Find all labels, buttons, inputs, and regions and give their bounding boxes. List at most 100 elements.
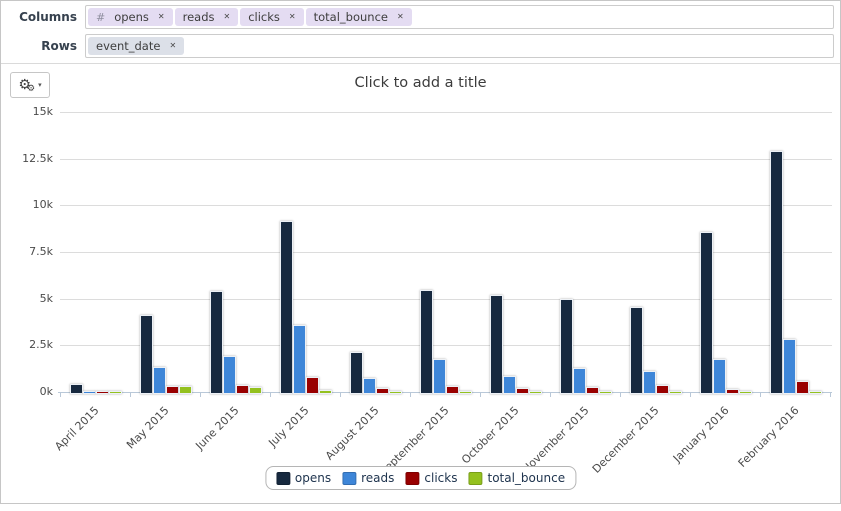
bar-clicks-august-2015[interactable] — [376, 388, 389, 394]
bar-opens-april-2015[interactable] — [70, 384, 83, 394]
bar-total_bounce-february-2016[interactable] — [809, 391, 822, 394]
y-tick-label: 15k — [32, 105, 53, 118]
row-pill-event_date[interactable]: event_date ✕ — [88, 37, 185, 55]
columns-field-label: Columns — [19, 10, 77, 24]
bar-clicks-november-2015[interactable] — [586, 387, 599, 394]
chart-settings-button[interactable]: ⚙ ⚙ ▾ — [10, 72, 50, 98]
bar-total_bounce-april-2015[interactable] — [109, 391, 122, 394]
column-pill-reads[interactable]: reads ✕ — [174, 8, 239, 26]
bar-clicks-january-2016[interactable] — [726, 389, 739, 394]
pill-label: total_bounce — [313, 10, 388, 24]
y-tick-label: 2.5k — [29, 338, 53, 352]
bar-opens-july-2015[interactable] — [280, 221, 293, 394]
bar-clicks-april-2015[interactable] — [96, 391, 109, 394]
y-gridline — [60, 345, 832, 347]
bar-clicks-may-2015[interactable] — [166, 386, 179, 394]
x-axis-tick — [410, 393, 411, 397]
bar-opens-september-2015[interactable] — [420, 290, 433, 394]
y-tick-label: 0k — [39, 385, 53, 398]
remove-pill-icon[interactable]: ✕ — [223, 12, 231, 21]
bar-clicks-june-2015[interactable] — [236, 385, 249, 394]
bar-reads-september-2015[interactable] — [433, 359, 446, 394]
chevron-down-icon: ▾ — [38, 81, 42, 89]
pill-label: reads — [182, 10, 215, 24]
legend-label: opens — [294, 471, 332, 485]
legend-item-reads[interactable]: reads — [342, 471, 394, 485]
remove-pill-icon[interactable]: ✕ — [169, 41, 177, 50]
bar-opens-october-2015[interactable] — [490, 295, 503, 394]
columns-drop-zone[interactable]: # opens ✕ reads ✕ clicks ✕ total_bounce ✕ — [85, 5, 834, 29]
y-tick-label: 7.5k — [29, 245, 53, 258]
legend-swatch — [468, 471, 483, 485]
remove-pill-icon[interactable]: ✕ — [288, 12, 296, 21]
y-gridline — [60, 298, 832, 300]
gear-icon: ⚙ — [18, 77, 31, 93]
legend-swatch — [342, 471, 357, 485]
bar-reads-july-2015[interactable] — [293, 325, 306, 394]
x-axis-tick — [130, 393, 131, 397]
legend-swatch — [405, 471, 420, 485]
bar-clicks-october-2015[interactable] — [516, 388, 529, 394]
remove-pill-icon[interactable]: ✕ — [157, 12, 165, 21]
chart-title-placeholder[interactable]: Click to add a title — [354, 75, 487, 91]
bar-total_bounce-december-2015[interactable] — [669, 391, 682, 394]
bar-opens-august-2015[interactable] — [350, 352, 363, 394]
y-tick-label: 5k — [39, 291, 53, 305]
column-pill-total_bounce[interactable]: total_bounce ✕ — [305, 8, 412, 26]
bar-total_bounce-january-2016[interactable] — [739, 391, 752, 394]
bar-total_bounce-october-2015[interactable] — [529, 391, 542, 394]
bar-reads-february-2016[interactable] — [783, 339, 796, 394]
bar-reads-april-2015[interactable] — [83, 391, 96, 394]
x-axis-tick — [760, 393, 761, 397]
bar-opens-february-2016[interactable] — [770, 151, 783, 394]
legend-swatch — [275, 471, 290, 485]
small-gear-icon: ⚙ — [26, 84, 36, 94]
bar-total_bounce-may-2015[interactable] — [179, 386, 192, 394]
bar-reads-june-2015[interactable] — [223, 356, 236, 394]
column-pill-opens[interactable]: # opens ✕ — [88, 8, 173, 26]
bar-chart-plot: 0k 2.5k 5k 7.5k 10k 12.5k 15k April 2015 May 201… — [1, 64, 840, 503]
bar-reads-december-2015[interactable] — [643, 371, 656, 394]
y-tick-label: 10k — [32, 198, 53, 212]
bar-opens-december-2015[interactable] — [630, 307, 643, 394]
bar-opens-january-2016[interactable] — [700, 232, 713, 394]
pill-label: clicks — [248, 10, 280, 24]
legend-item-opens[interactable]: opens — [275, 471, 332, 485]
bar-reads-august-2015[interactable] — [363, 378, 376, 394]
chart-legend: opens reads clicks total_bounce — [264, 466, 577, 490]
remove-pill-icon[interactable]: ✕ — [396, 12, 404, 21]
bar-clicks-september-2015[interactable] — [446, 386, 459, 394]
legend-item-clicks[interactable]: clicks — [405, 471, 457, 485]
rows-drop-zone[interactable]: event_date ✕ — [85, 34, 834, 58]
bar-opens-may-2015[interactable] — [140, 315, 153, 394]
y-tick-label: 12.5k — [22, 151, 53, 165]
legend-label: clicks — [424, 471, 458, 485]
bar-clicks-december-2015[interactable] — [656, 385, 669, 394]
legend-label: reads — [361, 471, 395, 485]
bar-total_bounce-june-2015[interactable] — [249, 387, 262, 394]
bar-opens-november-2015[interactable] — [560, 299, 573, 394]
bar-clicks-february-2016[interactable] — [796, 381, 809, 394]
chart-panel: ⚙ ⚙ ▾ Click to add a title 0k 2.5k 5k 7.5k 10k… — [1, 63, 840, 503]
bar-total_bounce-august-2015[interactable] — [389, 391, 402, 394]
y-gridline — [60, 112, 832, 113]
bar-total_bounce-july-2015[interactable] — [319, 390, 332, 394]
bar-reads-may-2015[interactable] — [153, 367, 166, 394]
rows-field-label: Rows — [41, 39, 77, 53]
x-axis-tick — [200, 393, 201, 397]
bar-clicks-july-2015[interactable] — [306, 377, 319, 394]
bar-total_bounce-november-2015[interactable] — [599, 391, 612, 394]
legend-item-total_bounce[interactable]: total_bounce — [468, 471, 565, 485]
x-axis-tick — [340, 393, 341, 397]
x-axis-tick — [550, 393, 551, 397]
x-axis-tick — [690, 393, 691, 397]
bar-opens-june-2015[interactable] — [210, 291, 223, 394]
pill-label: opens — [114, 10, 149, 24]
bar-reads-october-2015[interactable] — [503, 376, 516, 394]
column-pill-clicks[interactable]: clicks ✕ — [240, 8, 304, 26]
bar-reads-january-2016[interactable] — [713, 359, 726, 394]
bar-total_bounce-september-2015[interactable] — [459, 391, 472, 394]
y-gridline — [60, 158, 832, 160]
bar-reads-november-2015[interactable] — [573, 368, 586, 394]
